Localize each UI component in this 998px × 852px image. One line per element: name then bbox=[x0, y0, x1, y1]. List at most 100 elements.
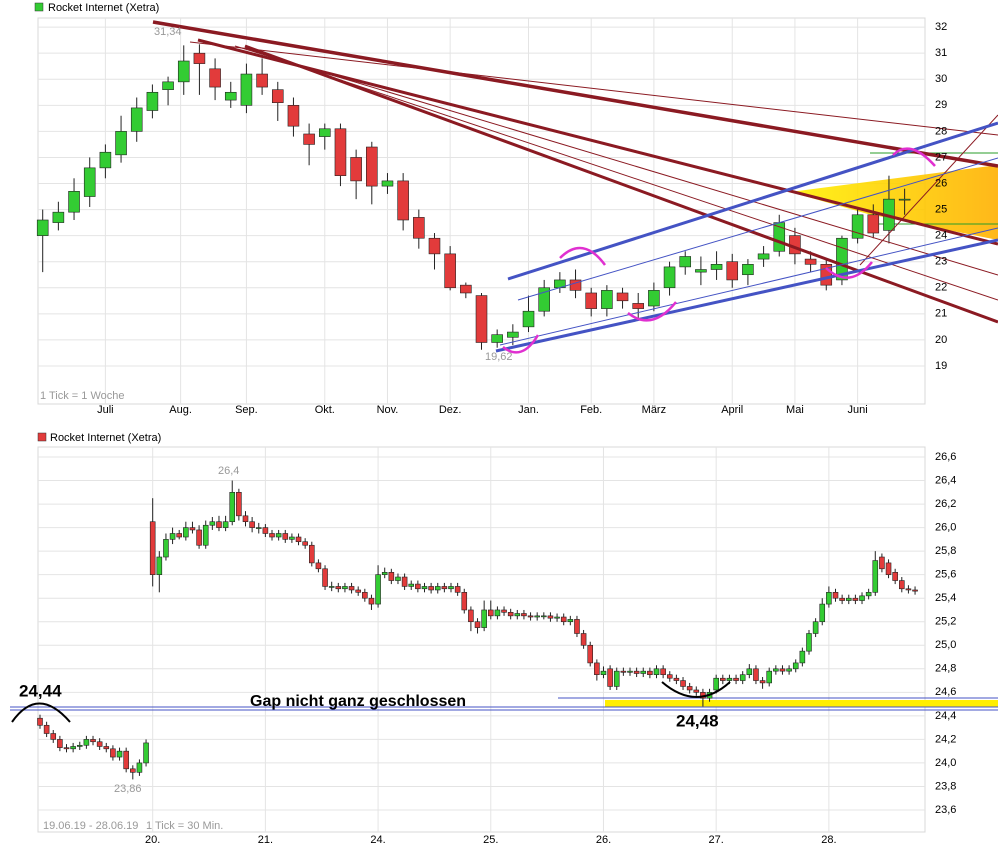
candle-body bbox=[342, 586, 348, 590]
y-tick-label: 24,2 bbox=[935, 733, 956, 745]
candle-body bbox=[37, 717, 43, 726]
candle-body bbox=[209, 68, 221, 88]
candle-body bbox=[872, 560, 879, 593]
annotation: 31,34 bbox=[154, 26, 182, 38]
candle-body bbox=[481, 609, 487, 628]
candle-body bbox=[110, 748, 116, 758]
candle-body bbox=[162, 81, 174, 90]
candle-body bbox=[242, 515, 249, 523]
note: 1 Tick = 30 Min. bbox=[146, 820, 223, 832]
candle-body bbox=[845, 597, 852, 601]
candle-body bbox=[428, 237, 441, 255]
candle-body bbox=[408, 583, 415, 587]
y-tick-label: 20 bbox=[935, 334, 947, 346]
swing-mark bbox=[892, 147, 936, 167]
candle-body bbox=[522, 310, 535, 328]
candle-body bbox=[366, 146, 378, 187]
candle-body bbox=[852, 597, 859, 601]
legend-swatch bbox=[34, 2, 44, 12]
candle-body bbox=[640, 670, 647, 674]
candle-body bbox=[289, 536, 295, 540]
candle-body bbox=[792, 662, 799, 670]
candle-body bbox=[444, 253, 456, 289]
y-tick-label: 30 bbox=[935, 73, 947, 85]
candle-body bbox=[229, 492, 236, 523]
candle-body bbox=[350, 157, 362, 182]
y-tick-label: 24,4 bbox=[935, 710, 956, 722]
x-tick-label: 26. bbox=[596, 834, 611, 846]
channel-line bbox=[507, 121, 998, 281]
candle-body bbox=[413, 217, 425, 239]
candle-body bbox=[487, 609, 494, 617]
swing-mark bbox=[502, 334, 540, 354]
swing-mark bbox=[11, 702, 71, 723]
candle-body bbox=[149, 521, 156, 575]
candle-body bbox=[136, 762, 143, 773]
candle-body bbox=[441, 586, 448, 590]
candle-body bbox=[348, 586, 355, 591]
y-tick-label: 29 bbox=[935, 99, 947, 111]
candle-body bbox=[130, 768, 136, 773]
candle-body bbox=[613, 670, 620, 687]
candle-body bbox=[428, 586, 434, 591]
candle-body bbox=[70, 746, 76, 750]
candle-body bbox=[271, 89, 284, 104]
candle-body bbox=[256, 73, 268, 88]
candle-body bbox=[753, 668, 759, 681]
candle-body bbox=[851, 214, 864, 239]
candle-body bbox=[189, 527, 196, 531]
candle-body bbox=[534, 615, 540, 618]
candle-body bbox=[415, 583, 421, 590]
candle-body bbox=[169, 533, 176, 540]
candle-body bbox=[554, 616, 560, 619]
candle-body bbox=[679, 256, 692, 268]
candle-body bbox=[397, 180, 409, 221]
y-tick-label: 24,6 bbox=[935, 686, 956, 698]
candle-body bbox=[653, 668, 660, 675]
candle-body bbox=[222, 521, 229, 528]
candle-body bbox=[507, 331, 519, 338]
candle-body bbox=[832, 592, 839, 599]
x-tick-label: Jan. bbox=[518, 404, 539, 416]
candle-body bbox=[812, 621, 819, 634]
annotation: Gap nicht ganz geschlossen bbox=[250, 693, 466, 710]
candle-body bbox=[99, 151, 112, 169]
candle-body bbox=[434, 586, 441, 591]
candle-body bbox=[381, 180, 394, 187]
candle-body bbox=[123, 750, 129, 770]
x-tick-label: 28. bbox=[821, 834, 836, 846]
y-tick-label: 22 bbox=[935, 282, 947, 294]
candle-body bbox=[587, 644, 594, 664]
candle-body bbox=[693, 689, 700, 693]
gap-zone bbox=[605, 700, 998, 707]
trend-line bbox=[244, 47, 998, 301]
date-range: 19.06.19 - 28.06.19 bbox=[43, 820, 138, 832]
x-tick-label: Dez. bbox=[439, 404, 462, 416]
x-tick-label: Juli bbox=[97, 404, 114, 416]
candle-body bbox=[68, 191, 80, 213]
candle-body bbox=[726, 677, 733, 681]
candle-body bbox=[116, 750, 123, 758]
y-tick-label: 24 bbox=[935, 230, 947, 242]
candle-body bbox=[57, 739, 63, 748]
trend-line bbox=[234, 45, 998, 276]
candle-body bbox=[146, 91, 159, 111]
annotation: 24,44 bbox=[19, 681, 62, 700]
candle-body bbox=[474, 621, 481, 628]
candle-body bbox=[826, 592, 832, 605]
candle-body bbox=[249, 521, 255, 528]
y-tick-label: 28 bbox=[935, 125, 947, 137]
candle-body bbox=[282, 533, 289, 540]
candle-body bbox=[76, 744, 83, 747]
candle-body bbox=[521, 613, 527, 617]
candle-body bbox=[507, 612, 514, 617]
candle-body bbox=[103, 746, 110, 750]
candle-body bbox=[627, 670, 633, 673]
candle-body bbox=[739, 674, 746, 681]
candle-body bbox=[865, 592, 872, 597]
y-tick-label: 21 bbox=[935, 308, 947, 320]
candle-body bbox=[501, 609, 507, 613]
candle-body bbox=[569, 279, 582, 291]
x-tick-label: Nov. bbox=[377, 404, 399, 416]
